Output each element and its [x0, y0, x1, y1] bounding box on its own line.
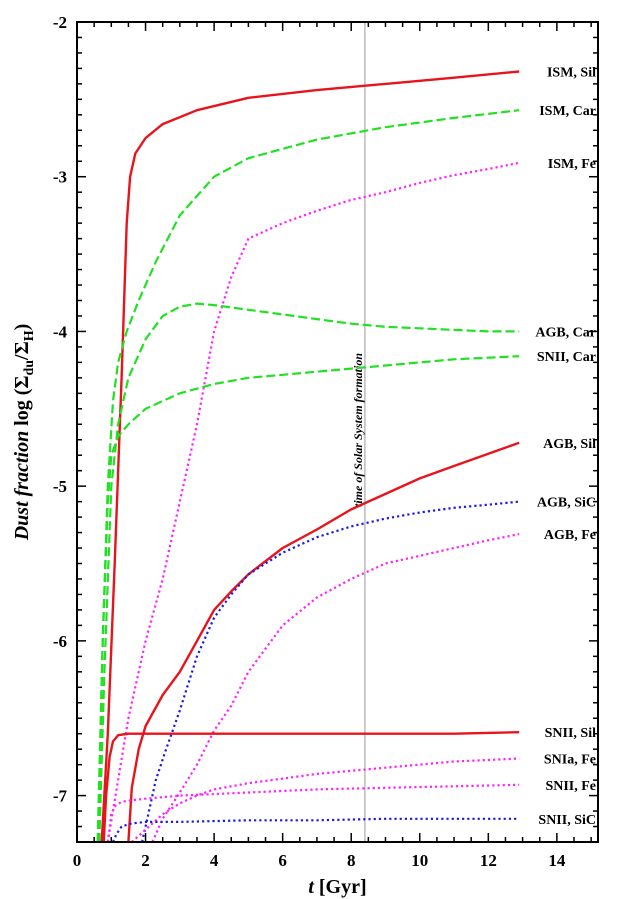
y-tick-label: -6: [53, 632, 67, 651]
x-axis-label-italic: t: [308, 876, 315, 898]
x-axis-label: t [Gyr]: [308, 876, 366, 898]
series-ism-fe: [106, 161, 520, 843]
plot-frame: [76, 21, 599, 843]
x-tick-label: 8: [347, 851, 356, 870]
y-axis-label-sub2: H: [22, 330, 37, 341]
y-tick-label: -2: [53, 13, 67, 32]
series-ism-sil: [100, 70, 520, 843]
series-snia-fe: [131, 757, 520, 843]
series-snii-car: [97, 355, 520, 843]
tick-marks: [76, 22, 598, 842]
curve-label-snia-fe: SNIa, Fe: [544, 752, 596, 767]
y-tick-label: -4: [53, 322, 68, 341]
y-axis-label-sub1: du: [22, 360, 37, 376]
tick-labels: 0 2 4 6 8 10 12 14 -2 -3 -4 -5 -6 -7: [53, 13, 566, 870]
series-snii-fe: [106, 783, 520, 843]
curve-label-agb-sic: AGB, SiC: [537, 496, 596, 511]
series-agb-sic: [141, 500, 520, 843]
y-axis-label-mid: /Σ: [11, 341, 33, 361]
y-tick-label: -7: [53, 787, 68, 806]
curve-label-snii-sic: SNII, SiC: [538, 813, 596, 828]
series-agb-car: [98, 302, 520, 843]
x-tick-label: 10: [411, 851, 428, 870]
series-snii-sic: [111, 817, 520, 843]
x-tick-label: 14: [548, 851, 566, 870]
curve-label-ism-sil: ISM, Sil: [547, 66, 596, 81]
x-tick-label: 4: [210, 851, 219, 870]
series-layer: [96, 70, 520, 843]
curve-label-snii-sil: SNII, Sil: [545, 726, 596, 741]
curve-labels: ISM, Sil ISM, Car ISM, Fe AGB, Car SNII, Car…: [535, 66, 596, 828]
curve-label-snii-car: SNII, Car: [537, 350, 596, 365]
series-snii-sil: [102, 731, 520, 843]
y-axis-label-suffix: ): [11, 324, 33, 331]
curve-label-agb-sil: AGB, Sil: [543, 437, 596, 452]
curve-label-agb-fe: AGB, Fe: [544, 528, 596, 543]
x-axis-label-rest: [Gyr]: [314, 876, 367, 898]
solar-system-formation-label: time of Solar System formation: [351, 353, 365, 507]
x-tick-label: 0: [73, 851, 82, 870]
y-axis-label: Dust fraction log (Σdu/ΣH): [11, 324, 37, 542]
x-tick-label: 6: [278, 851, 287, 870]
curve-label-snii-fe: SNII, Fe: [545, 779, 596, 794]
y-axis-label-prefix: log (Σ: [11, 376, 33, 431]
curve-label-ism-fe: ISM, Fe: [548, 157, 596, 172]
y-axis-label-italic: Dust fraction: [11, 431, 33, 541]
y-tick-label: -3: [53, 168, 67, 187]
series-agb-sil: [127, 441, 520, 843]
x-tick-label: 2: [141, 851, 150, 870]
series-agb-fe: [151, 533, 520, 843]
series-ism-car: [96, 109, 520, 843]
y-tick-label: -5: [53, 477, 67, 496]
curve-label-agb-car: AGB, Car: [535, 325, 596, 340]
curve-label-ism-car: ISM, Car: [539, 104, 596, 119]
x-tick-label: 12: [480, 851, 497, 870]
